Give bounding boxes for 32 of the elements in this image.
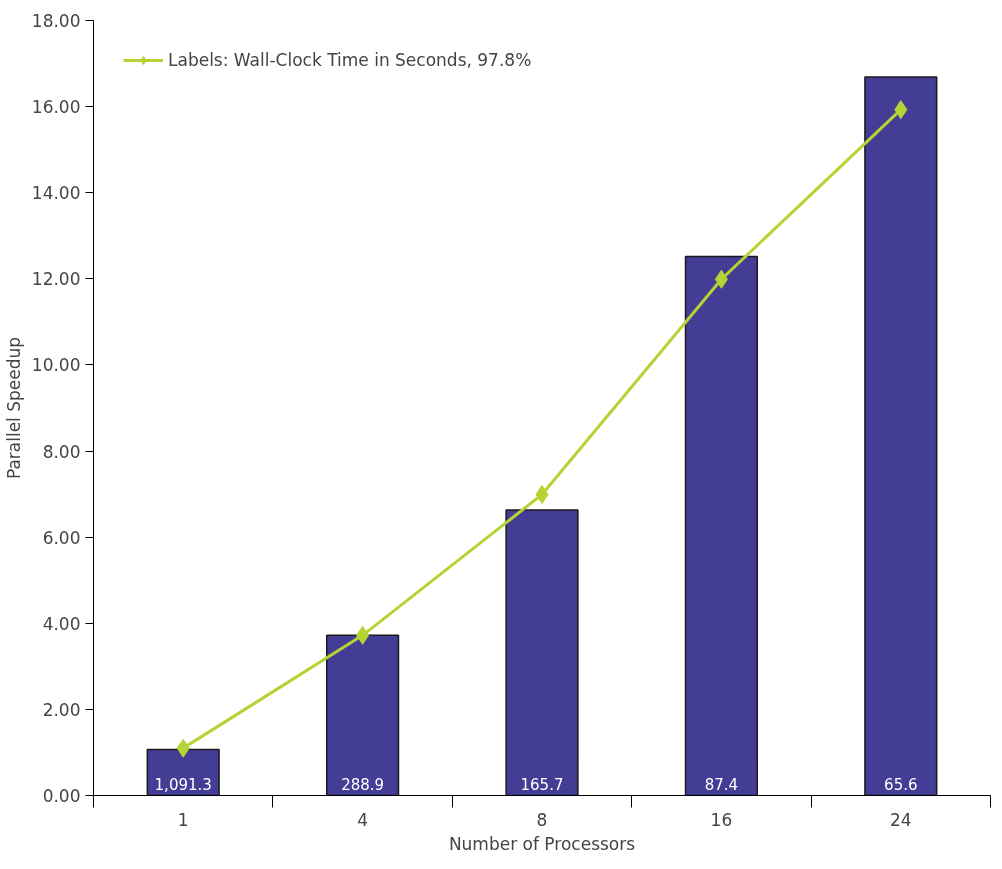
y-tick-label: 4.00 [42, 613, 81, 634]
bar [684, 255, 759, 796]
y-tick-label: 2.00 [42, 699, 81, 720]
annotation: 1,091.3 [154, 775, 212, 794]
x-tick-label: 1 [177, 809, 189, 830]
x-tick-label: 8 [536, 809, 548, 830]
bar [505, 509, 579, 796]
point [535, 485, 549, 505]
annotation: 165.7 [520, 775, 564, 794]
point [356, 625, 370, 645]
y-tick-label: 16.00 [31, 97, 81, 118]
annotation: 65.6 [884, 775, 918, 794]
y-tick-label: 12.00 [31, 269, 81, 290]
y-tick-label: 18.00 [31, 11, 81, 31]
y-tick-label: 0.00 [42, 786, 81, 806]
bar [325, 634, 400, 796]
x-axis-title: Number of Processors [448, 833, 636, 854]
y-axis-title: Parallel Speedup [3, 336, 24, 480]
annotation: 87.4 [704, 775, 739, 794]
bar [864, 76, 938, 796]
point [176, 738, 190, 758]
point [894, 100, 908, 120]
y-tick-label: 6.00 [42, 527, 81, 548]
x-tick-label: 4 [357, 809, 369, 830]
y-tick-label: 10.00 [31, 355, 81, 376]
y-tick-label: 8.00 [42, 441, 81, 462]
point [714, 269, 728, 289]
x-tick-label: 16 [710, 809, 733, 830]
x-tick-label: 24 [889, 809, 912, 830]
y-tick-label: 14.00 [31, 183, 81, 204]
legend-label: Labels: Wall-Clock Time in Seconds, 97.8% [168, 50, 532, 70]
annotation: 288.9 [341, 775, 385, 794]
